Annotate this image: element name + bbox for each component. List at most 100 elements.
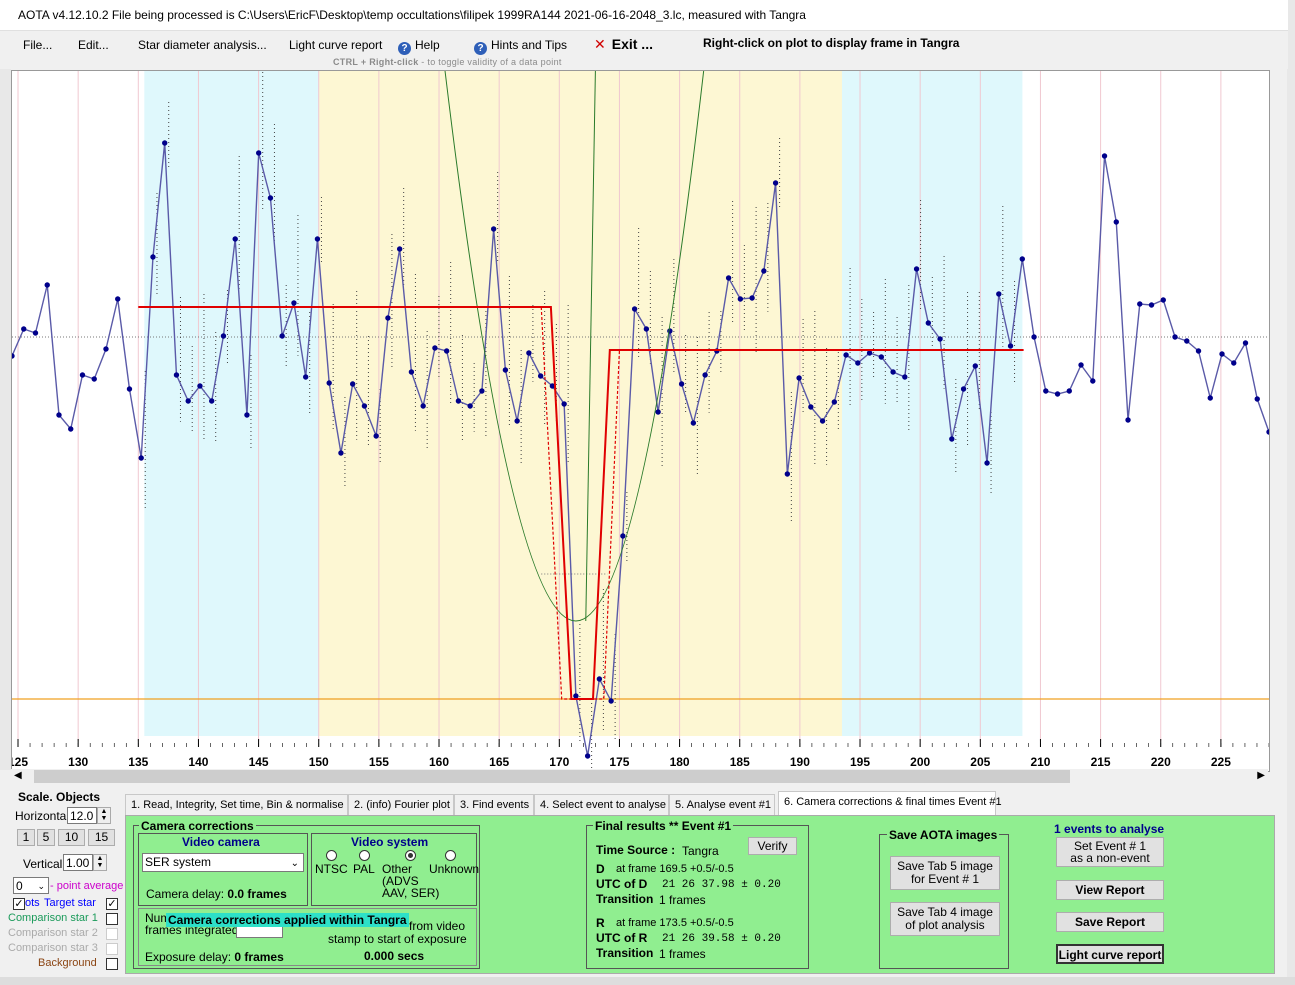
data-point [490, 226, 497, 232]
data-point [855, 360, 861, 366]
data-point [361, 403, 368, 409]
tab-select-event[interactable]: 4. Select event to analyse [534, 794, 669, 815]
data-point [9, 353, 15, 359]
menu-file[interactable]: File... [23, 38, 53, 52]
model-curve-edge [585, 70, 596, 622]
set-non-event-button[interactable]: Set Event # 1 as a non-event [1056, 837, 1164, 867]
camera-corrections-panel: Camera corrections Video camera SER syst… [125, 815, 1275, 974]
data-point [902, 374, 908, 380]
tab-find-events[interactable]: 3. Find events [454, 794, 534, 815]
save-report-button[interactable]: Save Report [1056, 912, 1164, 932]
tab-camera-corrections[interactable]: 6. Camera corrections & final times Even… [778, 791, 1002, 815]
data-point [913, 266, 920, 272]
tab-analyse-event[interactable]: 5. Analyse event #1 [669, 794, 775, 815]
data-point [138, 455, 144, 461]
menu-hints[interactable]: ? Hints and Tips [474, 38, 567, 55]
light-curve-plot[interactable]: 125 130 135 140 145 150 155 160 165 170 175 180 185 1… [8, 56, 1272, 788]
data-point [115, 296, 121, 302]
data-point [314, 236, 321, 242]
data-point [843, 352, 849, 358]
d-label: D [596, 862, 605, 876]
scroll-left-icon[interactable]: ◀ [14, 770, 22, 781]
target-points-checkbox[interactable]: ✓ [13, 898, 25, 910]
scale-button-15[interactable]: 15 [88, 829, 115, 846]
data-point [420, 403, 426, 409]
scale-objects-title: Scale. Objects [18, 790, 101, 804]
data-point [126, 386, 133, 392]
camera-select[interactable]: SER system ⌄ [142, 853, 304, 872]
video-camera-title: Video camera [180, 835, 262, 849]
chevron-down-icon: ⌄ [37, 881, 45, 891]
data-point [1242, 340, 1249, 346]
data-point [1054, 391, 1061, 397]
pal-radio[interactable] [359, 850, 370, 861]
save-tab4-image-button[interactable]: Save Tab 4 image of plot analysis [890, 902, 1000, 936]
comp1-checkbox[interactable] [106, 913, 118, 925]
data-point [596, 676, 603, 682]
unknown-radio[interactable] [445, 850, 456, 861]
data-point [772, 180, 779, 186]
d-transition-value: 1 frames [659, 893, 706, 907]
comp3-label: Comparison star 3 [8, 942, 98, 954]
video-camera-group [138, 833, 308, 906]
camera-corrections-group [133, 825, 480, 969]
data-point [267, 195, 274, 201]
scrollbar-thumb[interactable] [34, 770, 1070, 783]
ntsc-radio[interactable] [326, 850, 337, 861]
utc-r-label: UTC of R [596, 931, 648, 945]
menu-exit[interactable]: ✕ Exit ... [594, 36, 653, 53]
data-point [561, 401, 567, 407]
comp2-label: Comparison star 2 [8, 927, 98, 939]
vertical-spinner[interactable]: ▲ ▼ [93, 854, 107, 871]
menu-star-diameter[interactable]: Star diameter analysis... [138, 38, 267, 52]
unknown-label: Unknown [429, 862, 480, 876]
data-point [173, 372, 180, 378]
menu-edit[interactable]: Edit... [78, 38, 109, 52]
data-point [68, 426, 74, 432]
other-radio[interactable] [405, 850, 416, 861]
verify-button[interactable]: Verify [748, 837, 797, 855]
save-tab5-image-button[interactable]: Save Tab 5 image for Event # 1 [890, 856, 1000, 890]
data-point [373, 433, 379, 439]
data-point [573, 693, 579, 699]
r-label: R [596, 916, 605, 930]
tab-read-integrity[interactable]: 1. Read, Integrity, Set time, Bin & norm… [125, 794, 348, 815]
scale-button-1[interactable]: 1 [17, 829, 35, 846]
scale-button-5[interactable]: 5 [37, 829, 55, 846]
close-icon: ✕ [594, 36, 606, 52]
stamp-label: stamp to start of exposure [328, 932, 467, 946]
background-checkbox[interactable] [106, 958, 118, 970]
point-average-select[interactable]: 0 ⌄ [13, 877, 49, 894]
horizontal-spinner[interactable]: ▲ ▼ [97, 807, 111, 824]
data-point [972, 363, 979, 369]
camera-delay: Camera delay: 0.0 frames [146, 887, 287, 901]
light-curve-report-button[interactable]: Light curve report [1056, 944, 1164, 964]
title-bar: AOTA v4.12.10.2 File being processed is … [0, 0, 1288, 31]
menu-bar: File... Edit... Star diameter analysis..… [0, 31, 1288, 69]
vertical-scale-input[interactable]: 1.00 [63, 854, 93, 871]
view-report-button[interactable]: View Report [1056, 880, 1164, 900]
target-star-checkbox[interactable]: ✓ [106, 898, 118, 910]
comp3-checkbox[interactable] [106, 943, 118, 955]
data-point [79, 372, 86, 378]
data-point [937, 336, 943, 342]
comp2-checkbox[interactable] [106, 928, 118, 940]
tab-fourier[interactable]: 2. (info) Fourier plot [348, 794, 454, 815]
scroll-right-icon[interactable]: ▶ [1257, 770, 1265, 781]
menu-light-curve-report[interactable]: Light curve report [289, 38, 383, 52]
data-point [1007, 343, 1014, 349]
data-point [467, 403, 473, 409]
data-point [949, 436, 955, 442]
data-point [432, 345, 438, 351]
exposure-delay-value: 0 frames [234, 950, 284, 964]
scale-button-10[interactable]: 10 [58, 829, 85, 846]
data-point [302, 374, 309, 380]
data-point [479, 388, 485, 394]
ntsc-label: NTSC [315, 862, 348, 876]
left-window-edge [0, 30, 11, 770]
data-point [349, 381, 356, 387]
from-video-label: from video [409, 919, 466, 933]
menu-help[interactable]: ? Help [398, 38, 440, 55]
horizontal-scale-input[interactable]: 12.0 [67, 807, 97, 824]
event-search-region [318, 71, 842, 736]
